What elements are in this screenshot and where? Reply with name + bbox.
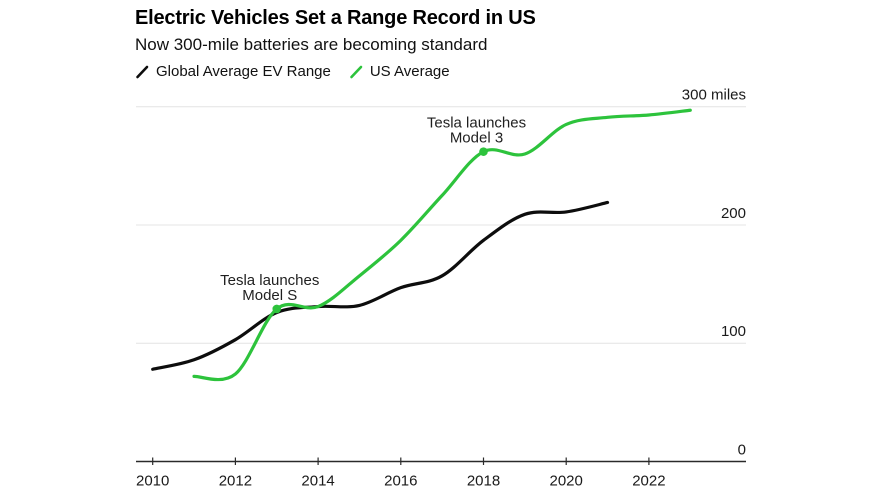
legend-label-global: Global Average EV Range: [156, 63, 331, 80]
annotation-text: Tesla launches: [220, 272, 319, 289]
x-tick-label: 2012: [219, 473, 252, 490]
legend-label-us: US Average: [369, 63, 450, 80]
y-tick-label: 0: [738, 442, 746, 459]
x-tick-label: 2020: [550, 473, 583, 490]
slash-icon: [350, 65, 363, 78]
legend-item-global: Global Average EV Range: [135, 63, 331, 80]
x-tick-label: 2022: [632, 473, 665, 490]
y-tick-label: 100: [721, 323, 746, 340]
y-tick-label: 200: [721, 205, 746, 222]
slash-icon: [136, 65, 149, 78]
x-tick-label: 2010: [136, 473, 169, 490]
annotation-marker: [479, 147, 488, 156]
annotation-text: Model 3: [450, 130, 503, 147]
annotation-marker: [272, 304, 282, 314]
chart-title: Electric Vehicles Set a Range Record in …: [135, 7, 536, 29]
x-tick-label: 2016: [384, 473, 417, 490]
annotation-text: Model S: [242, 287, 297, 304]
legend-item-us: US Average: [349, 63, 450, 80]
series-line-us: [192, 108, 692, 382]
chart-subtitle: Now 300-mile batteries are becoming stan…: [135, 35, 488, 54]
x-tick-label: 2014: [301, 473, 334, 490]
x-tick-label: 2018: [467, 473, 500, 490]
legend: Global Average EV Range US Average: [135, 63, 536, 80]
y-tick-label: 300 miles: [682, 87, 746, 104]
series-line-global: [151, 200, 610, 371]
annotation-text: Tesla launches: [427, 115, 526, 132]
chart-header: Electric Vehicles Set a Range Record in …: [135, 6, 536, 80]
